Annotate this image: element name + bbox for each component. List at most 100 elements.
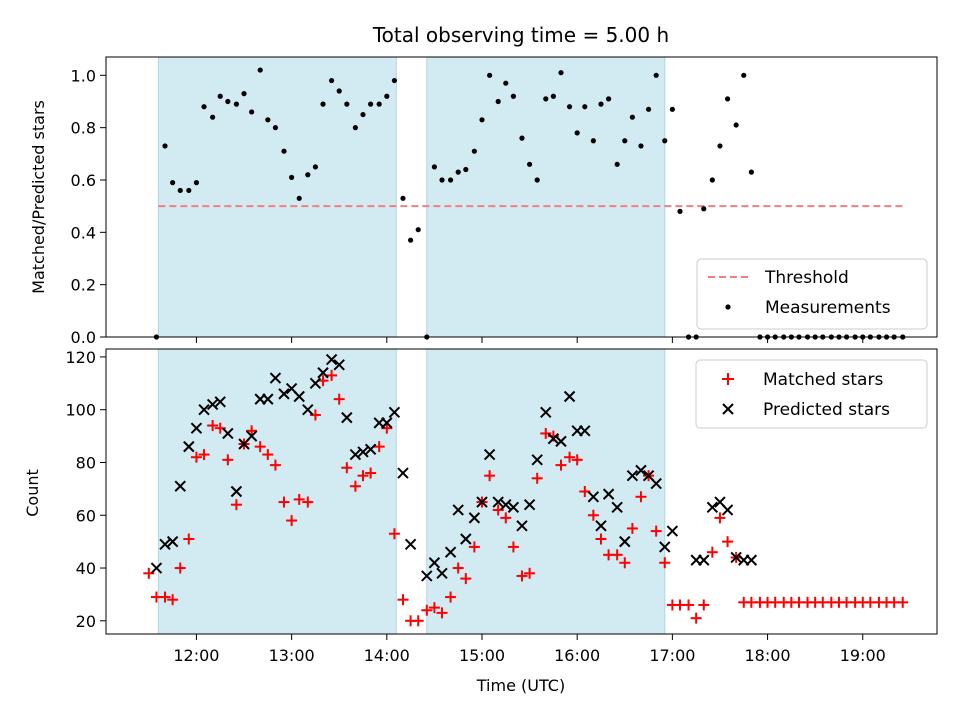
measurement-point (328, 77, 335, 84)
matched-point (167, 594, 179, 606)
matched-point (159, 591, 171, 603)
y-tick-label: 20 (76, 612, 96, 631)
predicted-points (150, 353, 758, 582)
matched-point (222, 454, 234, 466)
predicted-point (278, 388, 290, 400)
observing-window (426, 56, 666, 338)
y-tick-label: 100 (65, 401, 96, 420)
measurement-point (233, 101, 240, 107)
predicted-point (341, 411, 353, 424)
measurement-point (162, 143, 168, 149)
matched-point (421, 604, 433, 616)
measurement-point (352, 125, 358, 131)
matched-point (690, 612, 702, 624)
measurement-point (598, 101, 604, 107)
y-tick-label: 0.0 (71, 328, 96, 347)
matched-point (531, 472, 543, 484)
measurement-point (249, 109, 255, 115)
measurement-point (543, 96, 549, 102)
predicted-point (174, 480, 186, 492)
measurement-point (709, 177, 715, 183)
matched-point (326, 369, 338, 381)
measurement-point (193, 180, 200, 186)
predicted-point (626, 469, 639, 482)
predicted-point (190, 422, 203, 434)
measurement-point (296, 195, 302, 201)
predicted-point (269, 372, 282, 384)
predicted-point (483, 448, 496, 461)
predicted-point (222, 427, 234, 440)
predicted-point (516, 520, 528, 532)
matched-point (341, 462, 353, 474)
predicted-point (452, 504, 464, 516)
predicted-point (317, 367, 329, 379)
measurement-point (170, 180, 176, 186)
matched-point (897, 596, 909, 608)
bottom-axes-frame (105, 348, 938, 635)
predicted-point (492, 496, 504, 508)
measurement-point (724, 96, 731, 102)
measurement-point (455, 169, 461, 175)
measurement-point (431, 164, 438, 170)
predicted-point (579, 425, 591, 437)
y-tick-label: 0.6 (71, 171, 96, 190)
top-axes-frame (105, 56, 938, 338)
measurement-point (701, 206, 707, 212)
predicted-point (357, 446, 369, 458)
matched-point (619, 557, 631, 569)
x-tick-label: 17:00 (649, 646, 695, 665)
bottom-panel: 20 40 60 80 100 120 12:00 13:00 14:00 15:00 16:00… (23, 348, 938, 695)
predicted-legend-label: Predicted stars (763, 400, 890, 420)
predicted-point (183, 440, 195, 453)
predicted-point (602, 488, 615, 500)
predicted-point (706, 501, 719, 514)
x-tick-label: 13:00 (269, 646, 315, 665)
measurement-point (463, 166, 469, 173)
measurement-point (590, 138, 596, 144)
matched-point (460, 573, 472, 585)
matched-point (626, 522, 638, 534)
matched-point (388, 528, 400, 540)
y-tick-label: 40 (76, 559, 96, 578)
matched-point (507, 541, 519, 553)
predicted-point (460, 533, 472, 545)
measurement-point (582, 104, 588, 110)
matched-point (635, 491, 647, 503)
predicted-point (245, 430, 258, 442)
x-tick-label: 12:00 (173, 646, 219, 665)
measurement-point (495, 98, 501, 105)
measurement-point (210, 114, 216, 120)
predicted-point (531, 454, 543, 466)
measurement-point (305, 172, 311, 178)
predicted-point (698, 554, 710, 566)
matched-point (564, 451, 576, 463)
matched-point (254, 441, 266, 453)
measurement-legend-swatch (725, 304, 731, 310)
top-legend: Threshold Measurements (696, 258, 928, 330)
matched-point (587, 509, 599, 521)
measurement-point (272, 125, 279, 131)
measurement-point (415, 227, 421, 233)
measurement-point (629, 114, 635, 120)
measurement-point (645, 106, 652, 112)
top-x-ticks (195, 337, 864, 343)
top-y-ticks: 0.0 0.2 0.4 0.6 0.8 1.0 (71, 66, 106, 347)
measurement-point (186, 187, 192, 194)
predicted-point (547, 433, 560, 445)
predicted-point (555, 435, 567, 448)
measurement-point (503, 80, 509, 86)
y-tick-label: 120 (65, 348, 96, 367)
top-observing-windows (157, 56, 666, 338)
x-tick-label: 14:00 (364, 646, 410, 665)
predicted-point (659, 541, 671, 553)
matched-point (333, 393, 345, 405)
matched-point (262, 449, 274, 461)
predicted-point (476, 496, 488, 508)
matched-point (412, 615, 424, 627)
matched-point (198, 449, 210, 461)
y-tick-label: 60 (76, 506, 96, 525)
matched-point (484, 470, 496, 482)
predicted-point (325, 353, 338, 366)
matched-point (436, 607, 448, 619)
